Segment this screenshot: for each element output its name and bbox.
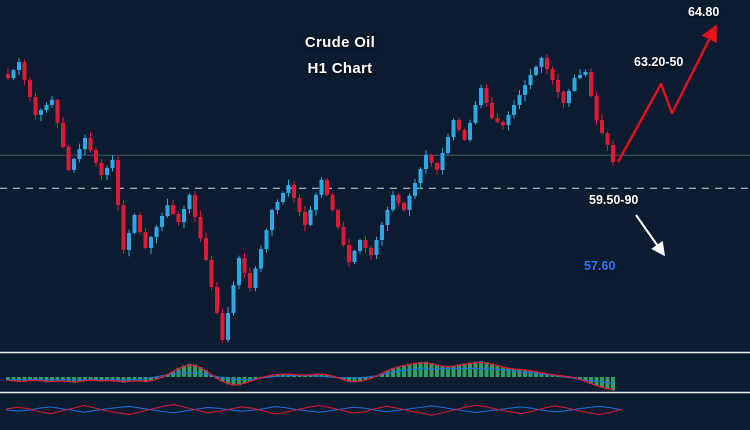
price-target-low-label: 57.60 xyxy=(584,259,616,273)
chart-title: Crude Oil H1 Chart xyxy=(250,30,430,82)
chart-title-timeframe: H1 Chart xyxy=(307,60,373,77)
candles-layer xyxy=(6,54,615,343)
macd-panel xyxy=(6,361,615,391)
price-target-high-label: 64.80 xyxy=(688,5,720,19)
chart-title-symbol: Crude Oil xyxy=(304,34,376,51)
macd-signal-blue xyxy=(8,367,614,384)
oscillator-panel xyxy=(5,404,623,416)
price-target-mid-label: 63.20-50 xyxy=(634,55,684,69)
macd-signal-red xyxy=(7,361,614,390)
oscillator-blue-line xyxy=(5,405,623,414)
oscillator-red-line xyxy=(5,404,623,416)
bearish-projection-arrow xyxy=(635,214,666,257)
support-zone-label: 59.50-90 xyxy=(589,193,639,207)
bullish-projection-arrow xyxy=(616,24,717,163)
